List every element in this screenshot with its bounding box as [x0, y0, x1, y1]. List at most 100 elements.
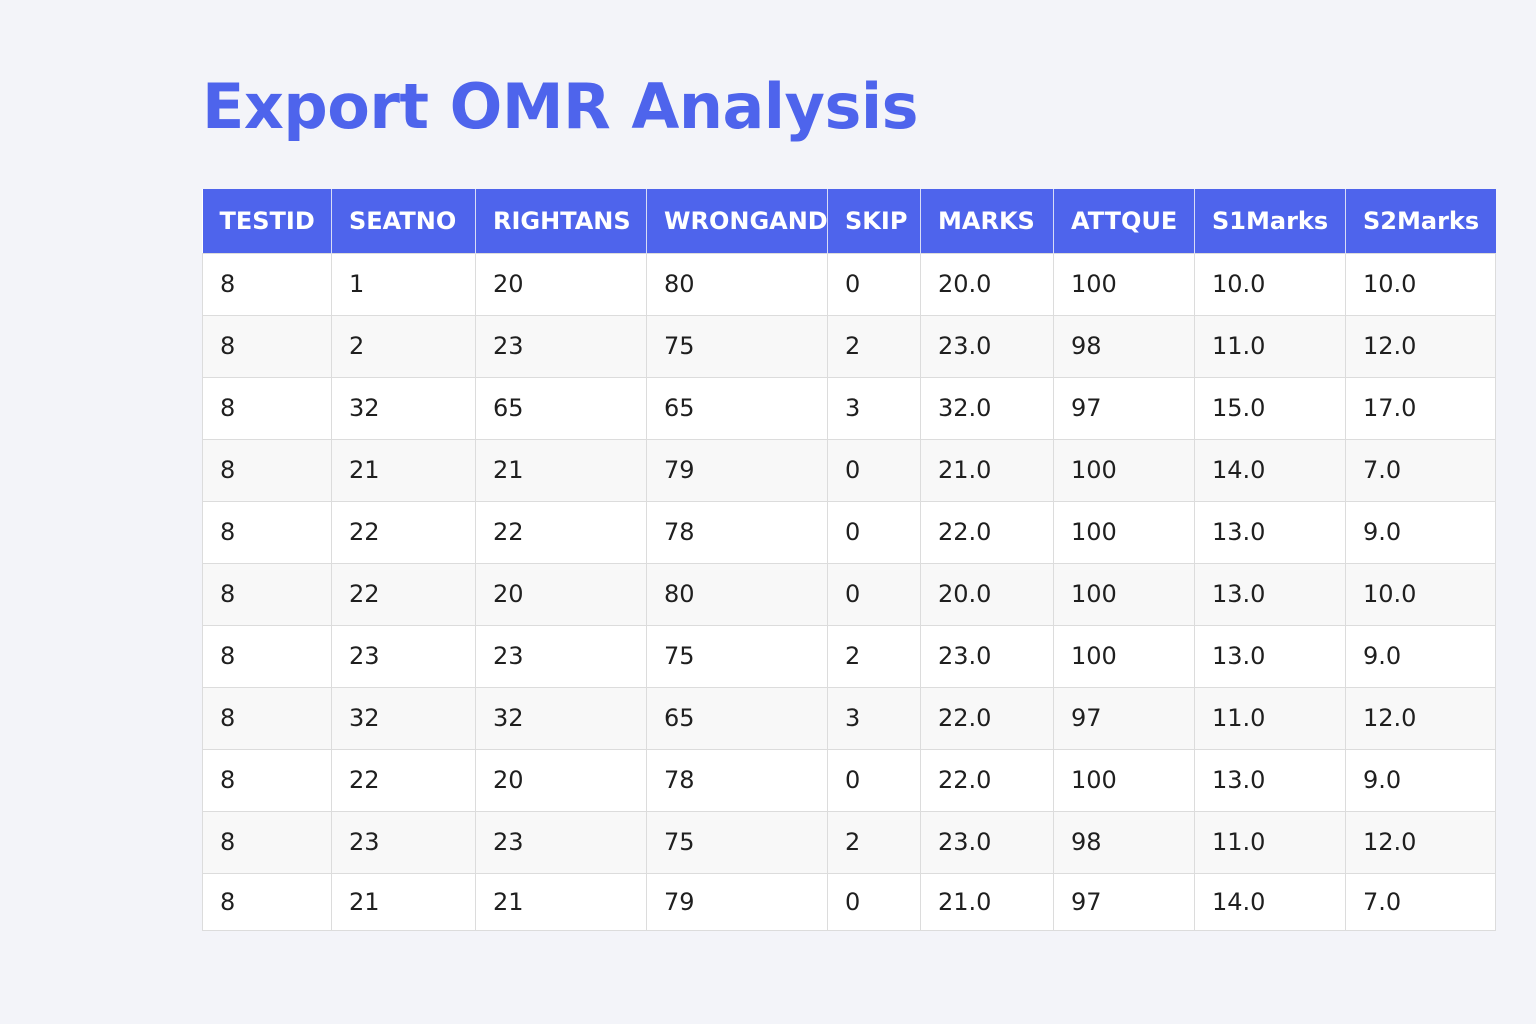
- table-cell-marks: 20.0: [920, 252, 1054, 316]
- table-row[interactable]: 8 23 23 75 2 23.0 98 11.0 12.0: [202, 810, 1496, 874]
- table-cell-rightans: 23: [475, 810, 647, 874]
- table-cell-testid: 8: [202, 748, 332, 812]
- table-cell-attque: 100: [1053, 252, 1195, 316]
- table-cell-wrongand: 75: [646, 624, 828, 688]
- table-cell-skip: 0: [827, 252, 921, 316]
- table-cell-rightans: 22: [475, 500, 647, 564]
- table-row[interactable]: 8 21 21 79 0 21.0 100 14.0 7.0: [202, 438, 1496, 502]
- table-cell-s2marks: 7.0: [1345, 438, 1496, 502]
- table-cell-seatno: 1: [331, 252, 476, 316]
- table-cell-marks: 22.0: [920, 748, 1054, 812]
- table-cell-s1marks: 15.0: [1194, 376, 1346, 440]
- column-header-wrongand[interactable]: WRONGAND: [646, 189, 828, 253]
- table-cell-skip: 0: [827, 562, 921, 626]
- table-cell-wrongand: 65: [646, 686, 828, 750]
- table-cell-testid: 8: [202, 562, 332, 626]
- table-cell-attque: 97: [1053, 686, 1195, 750]
- table-cell-testid: 8: [202, 438, 332, 502]
- table-body: 8 1 20 80 0 20.0 100 10.0 10.0 8 2 23 75 2 23.0 98 11.0 1…: [202, 252, 1496, 931]
- table-row[interactable]: 8 21 21 79 0 21.0 97 14.0 7.0: [202, 872, 1496, 931]
- table-cell-seatno: 23: [331, 624, 476, 688]
- table-cell-attque: 100: [1053, 500, 1195, 564]
- table-row[interactable]: 8 23 23 75 2 23.0 100 13.0 9.0: [202, 624, 1496, 688]
- table-cell-s1marks: 14.0: [1194, 438, 1346, 502]
- table-cell-attque: 98: [1053, 314, 1195, 378]
- table-cell-s1marks: 13.0: [1194, 500, 1346, 564]
- table-cell-s1marks: 11.0: [1194, 810, 1346, 874]
- table-cell-attque: 100: [1053, 624, 1195, 688]
- table-cell-marks: 20.0: [920, 562, 1054, 626]
- table-cell-testid: 8: [202, 252, 332, 316]
- table-cell-seatno: 21: [331, 872, 476, 931]
- table-cell-skip: 3: [827, 376, 921, 440]
- table-cell-attque: 98: [1053, 810, 1195, 874]
- table-cell-testid: 8: [202, 314, 332, 378]
- table-cell-s1marks: 11.0: [1194, 314, 1346, 378]
- table-cell-rightans: 23: [475, 314, 647, 378]
- table-cell-s2marks: 12.0: [1345, 810, 1496, 874]
- table-cell-seatno: 23: [331, 810, 476, 874]
- table-cell-s1marks: 11.0: [1194, 686, 1346, 750]
- table-cell-skip: 2: [827, 314, 921, 378]
- table-cell-rightans: 20: [475, 252, 647, 316]
- table-cell-s1marks: 13.0: [1194, 624, 1346, 688]
- page-title: Export OMR Analysis: [202, 70, 919, 143]
- table-cell-testid: 8: [202, 686, 332, 750]
- table-cell-rightans: 32: [475, 686, 647, 750]
- table-cell-wrongand: 80: [646, 252, 828, 316]
- omr-analysis-table-container: TESTID SEATNO RIGHTANS WRONGAND SKIP MAR…: [202, 189, 1496, 931]
- column-header-s1marks[interactable]: S1Marks: [1194, 189, 1346, 253]
- table-cell-testid: 8: [202, 810, 332, 874]
- table-row[interactable]: 8 2 23 75 2 23.0 98 11.0 12.0: [202, 314, 1496, 378]
- table-cell-wrongand: 80: [646, 562, 828, 626]
- table-cell-s2marks: 9.0: [1345, 500, 1496, 564]
- column-header-seatno[interactable]: SEATNO: [331, 189, 476, 253]
- table-cell-skip: 0: [827, 500, 921, 564]
- table-cell-wrongand: 79: [646, 872, 828, 931]
- table-cell-seatno: 22: [331, 748, 476, 812]
- table-cell-attque: 100: [1053, 562, 1195, 626]
- table-cell-skip: 0: [827, 872, 921, 931]
- table-cell-marks: 23.0: [920, 810, 1054, 874]
- table-row[interactable]: 8 1 20 80 0 20.0 100 10.0 10.0: [202, 252, 1496, 316]
- column-header-skip[interactable]: SKIP: [827, 189, 921, 253]
- table-cell-testid: 8: [202, 500, 332, 564]
- table-cell-rightans: 21: [475, 872, 647, 931]
- table-row[interactable]: 8 32 65 65 3 32.0 97 15.0 17.0: [202, 376, 1496, 440]
- table-cell-skip: 3: [827, 686, 921, 750]
- table-cell-testid: 8: [202, 624, 332, 688]
- table-cell-seatno: 22: [331, 500, 476, 564]
- table-row[interactable]: 8 22 22 78 0 22.0 100 13.0 9.0: [202, 500, 1496, 564]
- table-cell-seatno: 22: [331, 562, 476, 626]
- column-header-testid[interactable]: TESTID: [202, 189, 332, 253]
- table-cell-s1marks: 13.0: [1194, 748, 1346, 812]
- table-cell-s2marks: 12.0: [1345, 686, 1496, 750]
- table-cell-s1marks: 13.0: [1194, 562, 1346, 626]
- table-cell-skip: 2: [827, 624, 921, 688]
- column-header-marks[interactable]: MARKS: [920, 189, 1054, 253]
- table-cell-skip: 2: [827, 810, 921, 874]
- table-cell-attque: 97: [1053, 872, 1195, 931]
- table-cell-testid: 8: [202, 376, 332, 440]
- column-header-rightans[interactable]: RIGHTANS: [475, 189, 647, 253]
- table-cell-s2marks: 10.0: [1345, 252, 1496, 316]
- table-cell-marks: 32.0: [920, 376, 1054, 440]
- column-header-s2marks[interactable]: S2Marks: [1345, 189, 1496, 253]
- table-cell-s1marks: 10.0: [1194, 252, 1346, 316]
- table-row[interactable]: 8 32 32 65 3 22.0 97 11.0 12.0: [202, 686, 1496, 750]
- table-cell-seatno: 2: [331, 314, 476, 378]
- table-cell-seatno: 32: [331, 686, 476, 750]
- table-cell-seatno: 32: [331, 376, 476, 440]
- column-header-attque[interactable]: ATTQUE: [1053, 189, 1195, 253]
- table-cell-rightans: 20: [475, 562, 647, 626]
- table-row[interactable]: 8 22 20 78 0 22.0 100 13.0 9.0: [202, 748, 1496, 812]
- table-cell-s2marks: 7.0: [1345, 872, 1496, 931]
- table-header-row: TESTID SEATNO RIGHTANS WRONGAND SKIP MAR…: [202, 189, 1496, 253]
- table-cell-s2marks: 10.0: [1345, 562, 1496, 626]
- table-cell-marks: 21.0: [920, 438, 1054, 502]
- table-cell-rightans: 23: [475, 624, 647, 688]
- table-cell-testid: 8: [202, 872, 332, 931]
- table-cell-marks: 21.0: [920, 872, 1054, 931]
- table-cell-marks: 22.0: [920, 500, 1054, 564]
- table-row[interactable]: 8 22 20 80 0 20.0 100 13.0 10.0: [202, 562, 1496, 626]
